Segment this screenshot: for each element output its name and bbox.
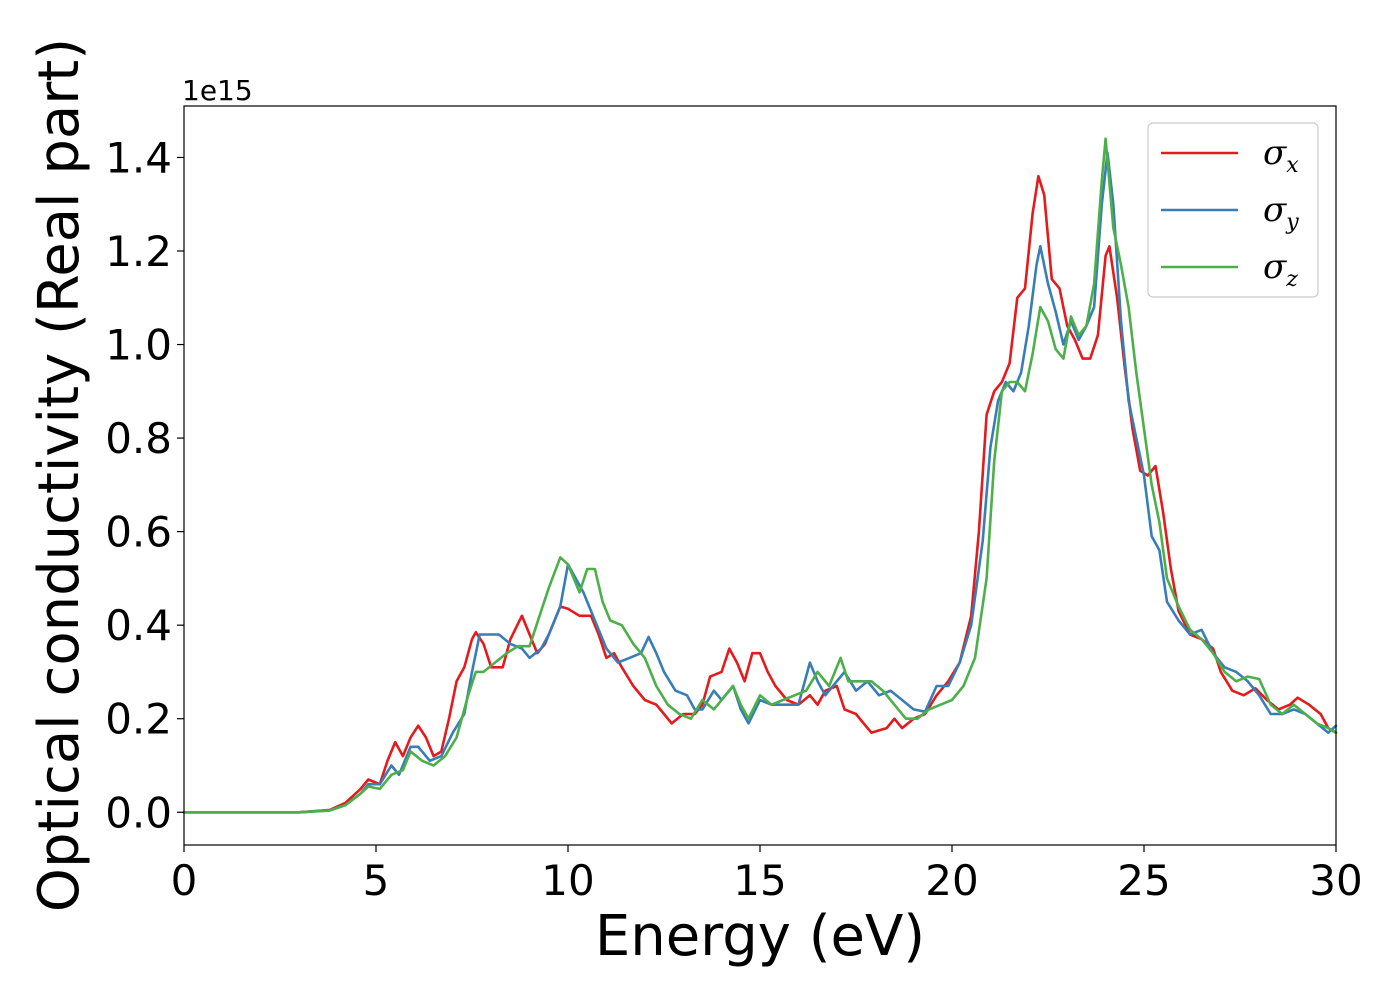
legend-label-y: σy <box>1263 190 1299 235</box>
y-tick-label: 0.4 <box>105 601 172 650</box>
x-axis: 0 5 10 15 20 25 30 <box>171 845 1363 905</box>
y-tick-label: 1.0 <box>105 321 172 370</box>
lines-layer <box>182 137 1338 814</box>
y-offset-label: 1e15 <box>182 74 253 107</box>
y-tick-label: 0.8 <box>105 414 172 463</box>
y-tick-label: 1.4 <box>105 133 172 182</box>
x-tick-label: 15 <box>733 856 786 905</box>
y-axis: 0.0 0.2 0.4 0.6 0.8 1.0 1.2 1.4 <box>105 133 184 837</box>
y-axis-title: Optical conductivity (Real part) <box>27 38 92 912</box>
y-tick-label: 0.2 <box>105 695 172 744</box>
x-tick-label: 10 <box>541 856 594 905</box>
series-line-z <box>182 137 1338 814</box>
x-tick-label: 25 <box>1117 856 1170 905</box>
x-tick-label: 5 <box>363 856 390 905</box>
y-tick-label: 1.2 <box>105 227 172 276</box>
x-tick-label: 20 <box>925 856 978 905</box>
y-tick-label: 0.0 <box>105 788 172 837</box>
y-tick-label: 0.6 <box>105 508 172 557</box>
x-tick-label: 30 <box>1309 856 1362 905</box>
x-tick-label: 0 <box>171 856 198 905</box>
x-axis-title: Energy (eV) <box>595 904 925 969</box>
series-line-y <box>182 151 1338 814</box>
